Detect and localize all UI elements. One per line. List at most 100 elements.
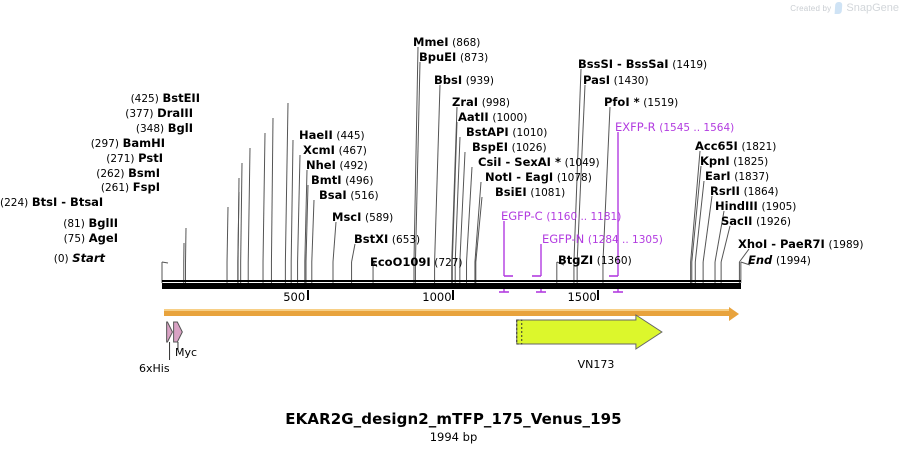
enzyme-position: (81): [63, 218, 85, 230]
enzyme-position: (516): [350, 190, 379, 202]
enzyme-position: (425): [130, 93, 159, 105]
enzyme-name: NheI: [306, 158, 336, 172]
enzyme-label-xcmi: XcmI (467): [303, 144, 367, 157]
snapgene-watermark: Created by SnapGene: [790, 2, 899, 14]
enzyme-name: EarI: [705, 169, 731, 183]
enzyme-position: (297): [90, 138, 119, 150]
enzyme-position: (0): [53, 253, 69, 265]
enzyme-name: HaeII: [299, 128, 333, 142]
enzyme-label-bsmi: (262) BsmI: [0, 167, 160, 180]
enzyme-position: (1864): [743, 186, 779, 198]
enzyme-label-agei: (75) AgeI: [0, 232, 118, 245]
page-title: EKAR2G_design2_mTFP_175_Venus_195: [285, 410, 622, 428]
orf-arrow-highlight: [164, 309, 731, 311]
enzyme-label-pfoi-: PfoI * (1519): [604, 96, 678, 109]
enzyme-label-bstapi: BstAPI (1010): [466, 126, 547, 139]
dna-backbone-upper-rule: [162, 280, 741, 282]
enzyme-position: (1078): [556, 172, 592, 184]
enzyme-name: NotI - EagI: [485, 170, 554, 184]
enzyme-label-kpni: KpnI (1825): [700, 155, 768, 168]
enzyme-name: BssSI - BssSaI: [578, 57, 669, 71]
enzyme-label-bsai: BsaI (516): [319, 189, 379, 202]
enzyme-label-haeii: HaeII (445): [299, 129, 365, 142]
enzyme-name: BsiEI: [495, 185, 527, 199]
enzyme-position: (998): [481, 97, 510, 109]
primer-name: EGFP-N: [542, 232, 585, 246]
enzyme-label-fspi: (261) FspI: [0, 181, 160, 194]
enzyme-label-start: (0) Start: [0, 252, 105, 265]
enzyme-position: (467): [338, 145, 367, 157]
enzyme-name: BspEI: [472, 140, 508, 154]
enzyme-name: AgeI: [88, 231, 118, 245]
enzyme-position: (271): [106, 153, 135, 165]
enzyme-position: (727): [434, 257, 463, 269]
enzyme-label-aatii: AatII (1000): [458, 111, 527, 124]
enzyme-label-noti-eagi: NotI - EagI (1078): [485, 171, 592, 184]
enzyme-label-psti: (271) PstI: [0, 152, 163, 165]
enzyme-name: KpnI: [700, 154, 730, 168]
enzyme-label-btgzi: BtgZI (1360): [558, 254, 632, 267]
primer-name: EGFP-C: [501, 209, 543, 223]
enzyme-position: (868): [452, 37, 481, 49]
watermark-brand: SnapGene: [846, 2, 899, 14]
enzyme-name: BsaI: [319, 188, 347, 202]
enzyme-name: BglI: [167, 121, 193, 135]
enzyme-label-bsiei: BsiEI (1081): [495, 186, 565, 199]
ruler-label-1500: 1500: [567, 290, 597, 304]
enzyme-name: CsiI - SexAI *: [478, 155, 561, 169]
enzyme-label-csii-sexai-: CsiI - SexAI * (1049): [478, 156, 600, 169]
enzyme-position: (1821): [741, 141, 777, 153]
ruler-label-1000: 1000: [422, 290, 452, 304]
enzyme-label-bamhi: (297) BamHI: [0, 137, 165, 150]
enzyme-position: (1989): [828, 239, 864, 251]
orf-arrow-head-icon: [729, 307, 740, 321]
enzyme-name: ZraI: [452, 95, 479, 109]
enzyme-label-msci: MscI (589): [332, 211, 393, 224]
enzyme-position: (1360): [596, 255, 632, 267]
primer-label-egfp-n: EGFP-N (1284 .. 1305): [542, 233, 663, 246]
enzyme-label-eari: EarI (1837): [705, 170, 769, 183]
enzyme-name: BstEII: [162, 91, 200, 105]
enzyme-name: BmtI: [311, 173, 342, 187]
enzyme-position: (1519): [643, 97, 679, 109]
enzyme-label-zrai: ZraI (998): [452, 96, 510, 109]
ruler-label-500: 500: [283, 290, 306, 304]
enzyme-label-acc65i: Acc65I (1821): [695, 140, 776, 153]
enzyme-position: (1000): [492, 112, 528, 124]
enzyme-position: (1049): [564, 157, 600, 169]
enzyme-label-hindiii: HindIII (1905): [715, 200, 796, 213]
enzyme-label-pasi: PasI (1430): [583, 74, 649, 87]
enzyme-name: RsrII: [710, 184, 740, 198]
enzyme-position: (939): [465, 75, 495, 87]
enzyme-label-mmei: MmeI (868): [413, 36, 480, 49]
enzyme-name: PasI: [583, 73, 611, 87]
enzyme-position: (1010): [512, 127, 548, 139]
enzyme-name: BstXI: [354, 232, 389, 246]
enzyme-position: (1026): [511, 142, 547, 154]
enzyme-name: PstI: [138, 151, 163, 165]
enzyme-label-xhoi-paer7i: XhoI - PaeR7I (1989): [738, 238, 863, 251]
enzyme-label-sacii: SacII (1926): [721, 215, 791, 228]
enzyme-name: XcmI: [303, 143, 335, 157]
enzyme-name: BglII: [88, 216, 119, 230]
enzyme-name: MscI: [332, 210, 362, 224]
ruler-tick-500: [307, 290, 310, 300]
enzyme-position: (492): [339, 160, 368, 172]
enzyme-position: (377): [125, 108, 154, 120]
feature-label-vn173: VN173: [577, 358, 615, 371]
ruler-tick-1000: [452, 290, 455, 300]
enzyme-position: (589): [365, 212, 394, 224]
enzyme-name: Start: [72, 251, 105, 265]
enzyme-position: (261): [100, 182, 130, 194]
enzyme-name: AatII: [458, 110, 489, 124]
enzyme-name: BsmI: [128, 166, 160, 180]
plasmid-length: 1994 bp: [429, 430, 478, 444]
enzyme-name: BbsI: [434, 73, 463, 87]
dna-backbone: [162, 283, 741, 289]
enzyme-label-bsssi-bsssai: BssSI - BssSaI (1419): [578, 58, 707, 71]
enzyme-position: (1825): [733, 156, 769, 168]
enzyme-name: Acc65I: [695, 139, 738, 153]
enzyme-name: BpuEI: [419, 50, 457, 64]
